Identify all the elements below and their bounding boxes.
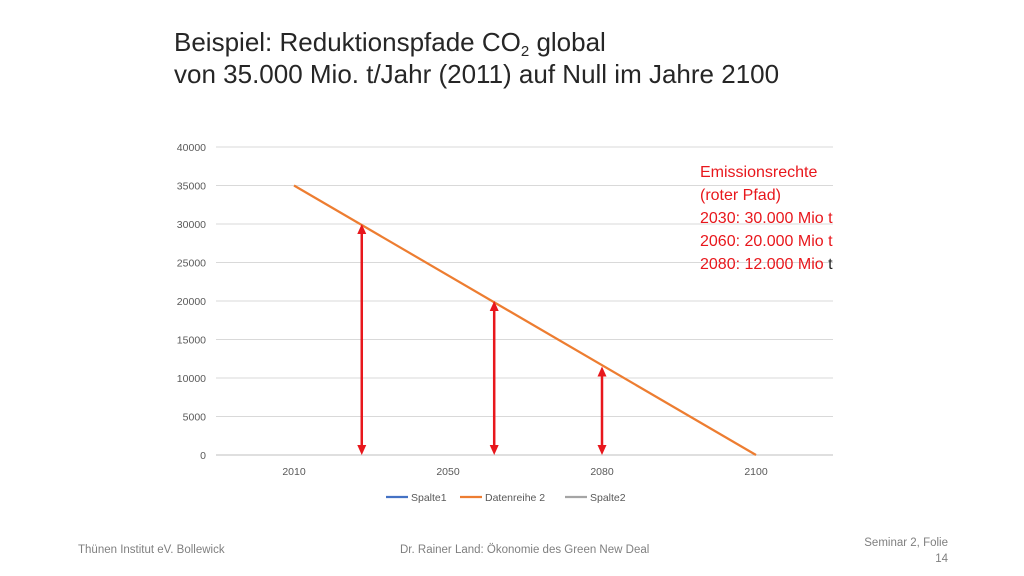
arrow-head-down xyxy=(357,445,367,455)
note-line: (roter Pfad) xyxy=(700,187,781,204)
y-tick-label: 40000 xyxy=(177,142,206,154)
series-line xyxy=(293,184,757,456)
legend-label: Datenreihe 2 xyxy=(485,492,545,504)
x-tick-label: 2100 xyxy=(744,466,768,478)
series-lines xyxy=(293,184,757,456)
arrow-head-down xyxy=(489,445,499,455)
legend-label: Spalte2 xyxy=(590,492,626,504)
arrow-head-up xyxy=(489,301,499,311)
slide-title: Beispiel: Reduktionspfade CO2 global von… xyxy=(174,26,779,90)
y-tick-label: 5000 xyxy=(183,412,207,424)
red-arrows xyxy=(357,224,607,455)
gridlines xyxy=(216,146,833,456)
note-line: 2030: 30.000 Mio t xyxy=(700,210,833,227)
arrow-head-up xyxy=(357,224,367,234)
emission-rights-note: Emissionsrechte (roter Pfad) 2030: 30.00… xyxy=(700,161,833,276)
x-tick-label: 2050 xyxy=(436,466,460,478)
arrow-head-up xyxy=(597,366,607,377)
footer-slide-number: Seminar 2, Folie 14 xyxy=(864,537,948,565)
title-line-1: Beispiel: Reduktionspfade CO2 global xyxy=(174,27,606,60)
arrow-head-down xyxy=(597,445,607,455)
footer-institute: Thünen Institut eV. Bollewick xyxy=(78,544,225,556)
note-line: 2060: 20.000 Mio t xyxy=(700,233,833,250)
y-tick-label: 10000 xyxy=(177,373,206,385)
y-tick-label: 25000 xyxy=(177,258,206,270)
x-tick-labels: 2010 2050 2080 2100 xyxy=(282,466,768,478)
y-tick-label: 15000 xyxy=(177,335,206,347)
y-tick-label: 0 xyxy=(200,450,206,462)
footer-author: Dr. Rainer Land: Ökonomie des Green New … xyxy=(400,544,650,556)
note-line: Emissionsrechte xyxy=(700,164,818,181)
y-tick-labels: 0 5000 10000 15000 20000 25000 30000 35000 40000 xyxy=(177,142,206,462)
legend-label: Spalte1 xyxy=(411,492,447,504)
title-line-2: von 35.000 Mio. t/Jahr (2011) auf Null i… xyxy=(174,59,780,89)
note-line: 2080: 12.000 Mio t xyxy=(700,256,833,273)
y-tick-label: 30000 xyxy=(177,219,206,231)
y-tick-label: 20000 xyxy=(177,296,206,308)
x-tick-label: 2010 xyxy=(282,466,306,478)
x-tick-label: 2080 xyxy=(590,466,614,478)
legend: Spalte1 Datenreihe 2 Spalte2 xyxy=(386,492,626,504)
y-tick-label: 35000 xyxy=(177,181,206,193)
